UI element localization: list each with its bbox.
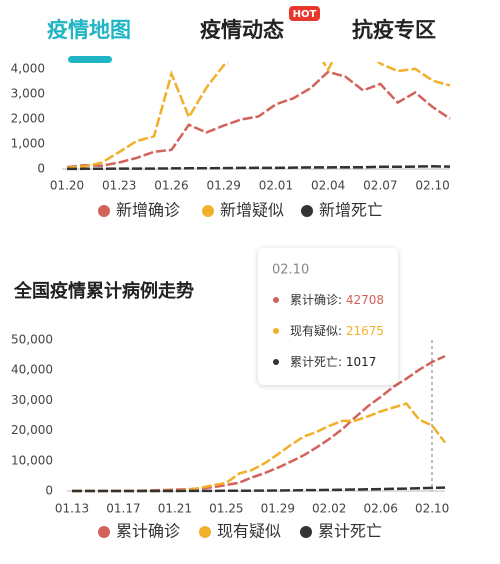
x-tick-label: 01.29 bbox=[207, 179, 241, 193]
chart-title: 全国疫情累计病例走势 bbox=[13, 280, 194, 302]
tab[interactable]: 疫情地图 bbox=[47, 18, 131, 42]
y-tick-label: 10,000 bbox=[11, 453, 53, 467]
tooltip-dot bbox=[273, 328, 279, 334]
tooltip-dot bbox=[273, 297, 279, 303]
series-line bbox=[66, 70, 451, 169]
tooltip-label: 现有疑似: bbox=[290, 323, 346, 338]
tab[interactable]: 抗疫专区 bbox=[352, 18, 436, 42]
tab-indicator bbox=[68, 56, 112, 63]
legend-label: 现有疑似 bbox=[217, 522, 281, 541]
x-tick-label: 02.01 bbox=[259, 179, 293, 193]
legend-marker bbox=[98, 526, 110, 538]
header-bg bbox=[0, 0, 500, 62]
tooltip-label: 累计死亡: bbox=[290, 355, 346, 369]
y-tick-label: 50,000 bbox=[11, 333, 53, 347]
x-tick-label: 01.23 bbox=[102, 179, 136, 193]
y-tick-label: 1,000 bbox=[11, 137, 45, 151]
x-tick-label: 01.13 bbox=[55, 502, 89, 516]
legend-marker bbox=[301, 205, 313, 217]
tooltip-item: 累计确诊: 42708 bbox=[290, 293, 384, 307]
tooltip-item: 现有疑似: 21675 bbox=[290, 323, 384, 338]
y-tick-label: 4,000 bbox=[11, 62, 45, 76]
badge-bg bbox=[289, 6, 320, 21]
x-tick-label: 01.25 bbox=[209, 502, 243, 516]
x-tick-label: 02.02 bbox=[312, 502, 346, 516]
tooltip-title: 02.10 bbox=[272, 263, 309, 278]
series-line bbox=[66, 165, 451, 171]
x-tick-label: 02.04 bbox=[311, 179, 345, 193]
tooltip-items: 累计确诊: 42708 现有疑似: 21675 累计死亡: 1017 bbox=[273, 293, 384, 369]
tooltip-value: 1017 bbox=[346, 355, 377, 369]
legend-label: 新增疑似 bbox=[220, 201, 284, 220]
series-line bbox=[72, 354, 446, 493]
y-tick-label: 30,000 bbox=[11, 393, 53, 407]
tab[interactable]: 疫情动态 bbox=[200, 18, 284, 42]
x-tick-label: 01.17 bbox=[106, 502, 140, 516]
header: 疫情地图 疫情动态 HOT 抗疫专区 bbox=[0, 0, 500, 63]
series-line bbox=[66, 62, 451, 170]
legend-marker bbox=[202, 205, 214, 217]
legend-marker bbox=[98, 205, 110, 217]
x-tick-label: 02.06 bbox=[364, 502, 398, 516]
x-tick-label: 02.10 bbox=[415, 502, 449, 516]
legend-marker bbox=[300, 526, 312, 538]
legend-label: 累计确诊 bbox=[116, 522, 180, 541]
x-tick-label: 02.10 bbox=[415, 179, 449, 193]
y-tick-label: 0 bbox=[37, 162, 45, 176]
x-tick-label: 01.21 bbox=[158, 502, 192, 516]
tooltip-value: 21675 bbox=[346, 324, 384, 338]
legend-label: 新增死亡 bbox=[319, 201, 383, 220]
series-line bbox=[72, 486, 446, 493]
legend-label: 累计死亡 bbox=[318, 522, 382, 541]
series-line bbox=[72, 402, 446, 493]
x-tick-label: 02.07 bbox=[363, 179, 397, 193]
x-tick-label: 01.26 bbox=[154, 179, 188, 193]
tooltip-value: 42708 bbox=[346, 293, 384, 307]
legend-label: 新增确诊 bbox=[116, 201, 180, 220]
plot-lines bbox=[66, 62, 451, 171]
tooltip-dot bbox=[273, 359, 279, 365]
plot-lines bbox=[72, 354, 446, 493]
y-tick-label: 20,000 bbox=[11, 423, 53, 437]
y-tick-label: 0 bbox=[45, 484, 53, 498]
x-tick-label: 01.20 bbox=[50, 179, 84, 193]
tooltip-box bbox=[258, 248, 398, 385]
y-tick-label: 40,000 bbox=[11, 363, 53, 377]
x-tick-label: 01.29 bbox=[261, 502, 295, 516]
tooltip-item: 累计死亡: 1017 bbox=[290, 355, 376, 369]
y-tick-label: 2,000 bbox=[11, 112, 45, 126]
y-tick-label: 3,000 bbox=[11, 87, 45, 101]
badge: HOT bbox=[293, 9, 317, 20]
charts: 0 1,000 2,000 3,000 4,000 01.20 01.23 01.26 01.2… bbox=[11, 62, 451, 541]
tooltip-label: 累计确诊: bbox=[290, 293, 346, 307]
legend-marker bbox=[199, 526, 211, 538]
tooltip: 02.10 累计确诊: 42708 现有疑似: 21675 累计死亡: 1017 bbox=[258, 248, 398, 385]
